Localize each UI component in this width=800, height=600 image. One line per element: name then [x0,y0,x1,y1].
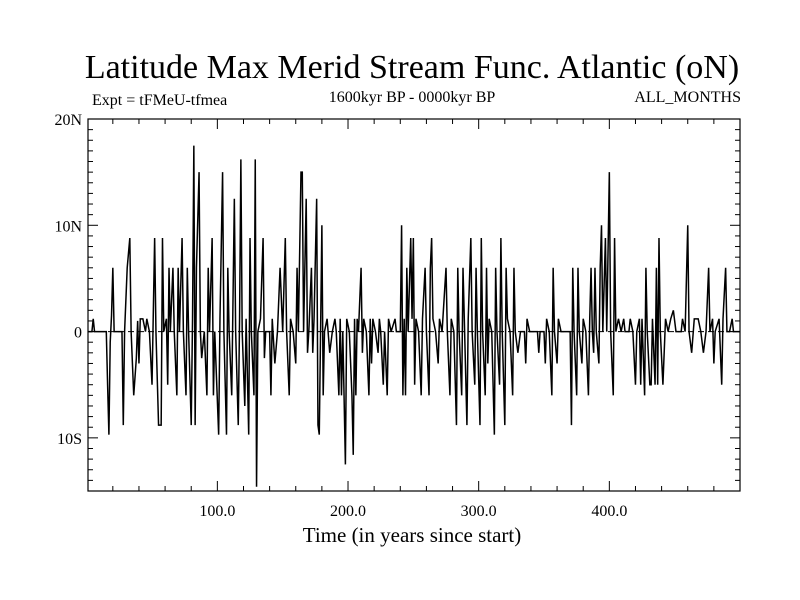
x-axis-label: Time (in years since start) [303,523,522,547]
y-tick-label: 10N [54,218,82,235]
y-tick-label: 0 [74,325,82,342]
x-tick-label: 400.0 [591,503,627,520]
y-tick-label: 20N [54,112,82,129]
series-line-0 [88,145,740,487]
plot-frame [87,118,741,492]
period-label: 1600kyr BP - 0000kyr BP [329,89,496,106]
chart-title: Latitude Max Merid Stream Func. Atlantic… [85,49,739,86]
experiment-label: Expt = tFMeU-tfmea [92,92,227,109]
months-label: ALL_MONTHS [634,89,741,106]
y-tick-label: 10S [57,431,82,448]
x-tick-label: 200.0 [330,503,366,520]
x-tick-label: 300.0 [461,503,497,520]
x-tick-label: 100.0 [199,503,235,520]
